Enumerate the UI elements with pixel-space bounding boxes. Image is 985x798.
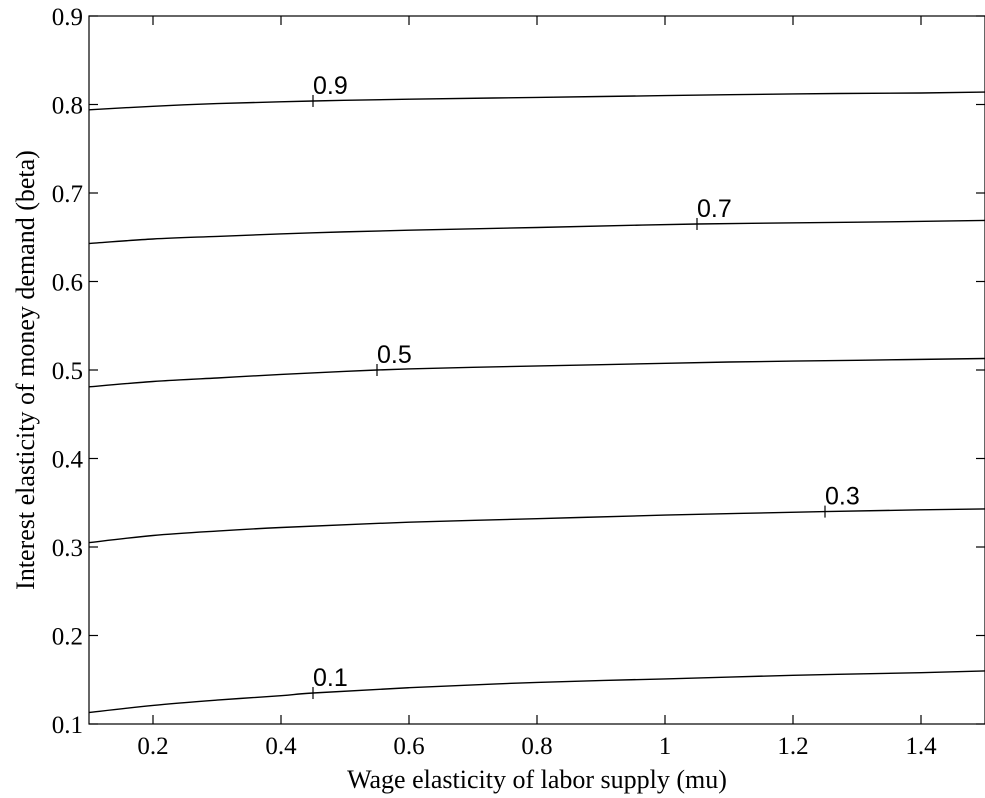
x-tick-label: 1.4: [905, 733, 937, 760]
contour-line: [88, 219, 985, 245]
x-axis-ticks: 0.2 0.4 0.6 0.8 1 1.2 1.4: [137, 16, 937, 760]
contour-lines: 0.1 0.3 0.5 0.7 0.9: [88, 72, 985, 714]
y-tick-label: 0.7: [52, 181, 83, 208]
contour-line: [88, 508, 985, 544]
contour-level-0-9: 0.9: [88, 72, 985, 111]
y-tick-label: 0.6: [52, 270, 83, 297]
plot-frame: [88, 15, 985, 725]
contour-level-0-5: 0.5: [88, 341, 985, 388]
x-tick-label: 0.4: [265, 733, 297, 760]
x-tick-label: 0.8: [521, 733, 552, 760]
x-tick-label: 1.2: [777, 733, 808, 760]
y-tick-label: 0.4: [52, 447, 84, 474]
y-tick-label: 0.2: [52, 624, 83, 651]
x-tick-label: 0.6: [393, 733, 424, 760]
contour-label: 0.3: [825, 483, 860, 511]
x-tick-label: 0.2: [137, 733, 168, 760]
contour-line: [88, 357, 985, 388]
contour-label: 0.9: [313, 72, 348, 100]
y-axis-ticks: 0.1 0.2 0.3 0.4 0.5 0.6 0.7 0.8 0.9: [52, 4, 985, 739]
contour-line: [88, 91, 985, 111]
y-tick-label: 0.1: [52, 712, 83, 739]
contour-label: 0.1: [313, 664, 348, 692]
contour-line: [88, 670, 985, 714]
y-axis-label: Interest elasticity of money demand (bet…: [11, 150, 40, 590]
x-axis-label: Wage elasticity of labor supply (mu): [347, 765, 727, 794]
contour-label: 0.7: [697, 195, 732, 223]
plot-border: [88, 15, 985, 725]
contour-level-0-3: 0.3: [88, 483, 985, 544]
y-tick-label: 0.8: [52, 93, 83, 120]
x-tick-label: 1: [659, 733, 672, 760]
y-tick-label: 0.5: [52, 358, 83, 385]
contour-level-0-1: 0.1: [88, 664, 985, 714]
contour-label: 0.5: [377, 341, 412, 369]
y-tick-label: 0.9: [52, 4, 83, 31]
y-tick-label: 0.3: [52, 535, 83, 562]
contour-level-0-7: 0.7: [88, 195, 985, 245]
